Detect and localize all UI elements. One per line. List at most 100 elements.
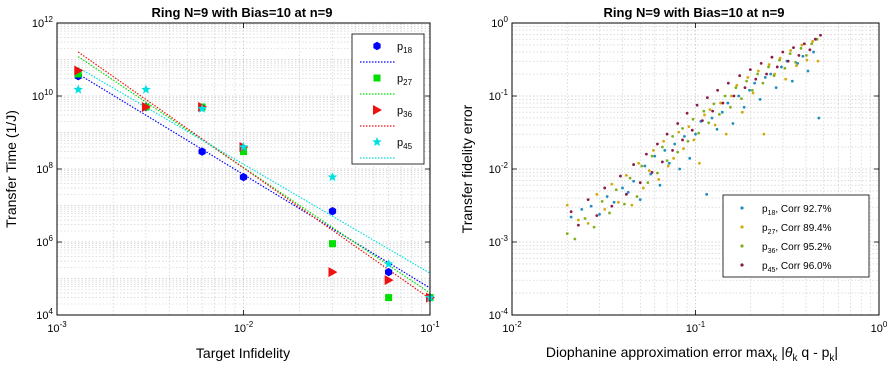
data-point	[806, 69, 810, 73]
data-point	[681, 138, 684, 142]
data-point	[700, 119, 704, 123]
data-point	[811, 39, 815, 43]
data-point	[713, 123, 717, 127]
fit-line-p36	[77, 51, 431, 300]
y-tick-label: 1012	[32, 15, 54, 30]
y-tick-label: 104	[36, 307, 53, 322]
data-point	[198, 147, 206, 156]
data-point	[697, 131, 701, 135]
data-point	[616, 200, 620, 204]
right-x-label-sub-k2: k	[793, 353, 799, 364]
data-point	[778, 58, 781, 62]
data-point	[672, 156, 676, 160]
data-point	[799, 46, 803, 50]
data-point	[573, 237, 577, 241]
data-point	[383, 258, 394, 269]
left-y-axis-label: Transfer Time (1/J)	[3, 110, 19, 228]
data-point	[726, 81, 730, 85]
data-point	[666, 164, 670, 168]
data-point	[678, 167, 682, 171]
data-point	[792, 46, 795, 50]
legend-label: p18	[397, 41, 413, 55]
data-point	[580, 207, 584, 211]
y-tick-label: 10-4	[489, 307, 509, 322]
legend-marker	[740, 206, 744, 210]
data-point	[751, 91, 755, 95]
data-point	[328, 240, 336, 248]
data-point	[812, 50, 815, 54]
x-tick-label: 10-3	[47, 320, 67, 335]
fit-line-p18	[77, 73, 431, 289]
data-point	[635, 195, 639, 198]
data-point	[682, 147, 685, 151]
data-point	[565, 203, 569, 207]
data-point	[328, 206, 337, 216]
data-point	[238, 142, 249, 152]
data-point	[653, 154, 657, 158]
data-point	[240, 148, 247, 156]
data-point	[614, 188, 618, 192]
data-point	[721, 101, 725, 105]
y-tick-label: 1010	[32, 88, 54, 103]
data-point	[673, 142, 677, 146]
data-point	[767, 63, 771, 66]
data-point	[583, 217, 587, 220]
data-point	[638, 198, 642, 202]
data-point	[576, 218, 580, 222]
data-point	[586, 198, 590, 202]
data-point	[774, 86, 778, 90]
data-point	[677, 130, 681, 134]
data-point	[372, 137, 382, 147]
x-tick-label: 10-1	[686, 320, 706, 335]
y-tick-label: 106	[36, 234, 53, 249]
data-point	[816, 59, 820, 63]
data-point	[665, 132, 669, 136]
right-chart-title: Ring N=9 with Bias=10 at n=9	[604, 5, 785, 20]
data-point	[762, 132, 766, 136]
left-fit-lines	[77, 51, 431, 300]
data-point	[743, 86, 747, 90]
y-tick-label: 108	[36, 161, 53, 176]
right-data-points	[565, 33, 822, 241]
data-point	[686, 139, 690, 143]
data-point	[780, 65, 783, 69]
data-point	[385, 294, 393, 302]
data-point	[676, 122, 680, 125]
data-point	[730, 94, 733, 98]
data-point	[712, 102, 716, 106]
data-point	[681, 126, 684, 130]
data-point	[650, 170, 654, 174]
data-point	[662, 139, 665, 143]
data-point	[141, 84, 151, 94]
data-point	[671, 134, 674, 138]
data-point	[624, 192, 628, 196]
data-point	[772, 74, 776, 78]
right-legend: p18, Corr 92.7% p27, Corr 89.4% p36, Corr …	[722, 194, 870, 278]
data-point	[592, 225, 596, 229]
legend-label: p45	[397, 137, 413, 151]
data-point	[707, 121, 711, 125]
data-point	[328, 267, 338, 278]
data-point	[729, 105, 732, 109]
data-point	[671, 148, 674, 152]
data-point	[718, 112, 721, 116]
data-point	[705, 192, 709, 196]
data-point	[767, 65, 770, 69]
data-point	[643, 164, 647, 168]
right-x-label-sub-k1: k	[772, 353, 778, 364]
right-x-label-q: q - p	[798, 344, 830, 360]
data-point	[624, 173, 628, 177]
data-point	[758, 97, 762, 101]
data-point	[595, 192, 599, 196]
right-y-axis-label: Transfer fidelity error	[459, 104, 475, 233]
data-point	[373, 41, 381, 51]
data-point	[742, 105, 746, 109]
data-point	[610, 182, 614, 186]
right-x-axis-label: Diophanine approximation error maxk |θk …	[546, 344, 838, 364]
data-point	[710, 116, 714, 120]
left-chart-title: Ring N=9 with Bias=10 at n=9	[152, 5, 333, 20]
data-point	[197, 103, 207, 113]
data-point	[598, 212, 601, 216]
data-point	[660, 145, 664, 149]
legend-marker	[740, 225, 744, 229]
